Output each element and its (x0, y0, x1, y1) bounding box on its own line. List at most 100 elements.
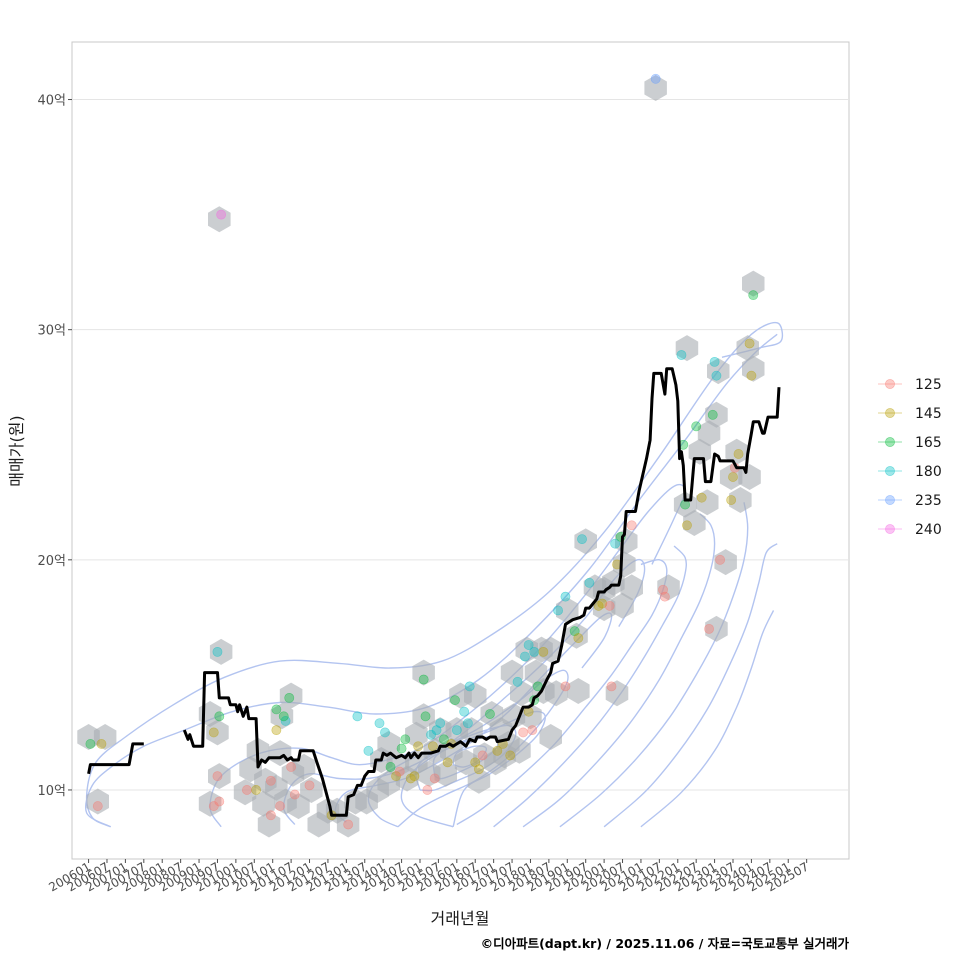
legend-key-point (885, 379, 895, 389)
hexbin-cell (742, 355, 765, 382)
y-tick-label: 10억 (37, 784, 66, 799)
scatter-point (352, 711, 363, 722)
density-contour (85, 321, 784, 828)
scatter-point (343, 819, 354, 830)
hexbin-cell (696, 489, 719, 516)
density-contour (603, 543, 778, 828)
scatter-point (413, 741, 424, 752)
scatter-point (284, 693, 295, 703)
hexbin-cell (539, 724, 562, 750)
scatter-point (409, 771, 420, 782)
legend-label: 240 (915, 522, 942, 538)
scatter-point (529, 646, 540, 657)
scatter-point (626, 520, 637, 531)
hexbin-cell (707, 358, 730, 385)
hexbin-cell (613, 551, 636, 578)
scatter-point (394, 766, 405, 777)
hexbin-cell (412, 659, 435, 686)
scatter-point (584, 577, 595, 588)
scatter-point (505, 750, 516, 761)
hexbin-cell (287, 793, 310, 820)
hexbin-cell (208, 206, 231, 233)
hexbin-cell (742, 270, 765, 297)
scatter-point (400, 734, 411, 745)
hexbin-cell (279, 682, 303, 709)
y-tick-label: 40억 (37, 94, 66, 109)
hexbin-cell (208, 763, 231, 790)
hexbin-cell (644, 75, 667, 101)
scatter-point (427, 741, 438, 752)
scatter-point (464, 681, 475, 692)
scatter-point (451, 725, 462, 736)
hexbin-cell (300, 777, 323, 803)
hexbin-cell (500, 659, 524, 686)
scatter-point (420, 711, 431, 722)
hexbin-cell (377, 770, 400, 797)
hexbin-cell (545, 680, 568, 707)
legend-key-point (885, 495, 895, 505)
scatter-point (659, 591, 670, 602)
scatter-point (422, 785, 433, 795)
hexbin-cell (565, 622, 588, 649)
scatter-point (92, 801, 103, 811)
scatter-point (726, 495, 737, 505)
scatter-point (418, 674, 429, 685)
scatter-point (733, 449, 744, 459)
scatter-point (275, 801, 285, 811)
legend-label: 235 (915, 493, 942, 509)
scatter-point (242, 785, 252, 795)
source-caption: ©디아파트(dapt.kr) / 2025.11.06 / 자료=국토교통부 실… (481, 936, 850, 951)
scatter-point (560, 681, 571, 692)
scatter-point (396, 743, 407, 754)
hexbin-cell (736, 335, 759, 362)
hexbin-cell (233, 779, 257, 806)
hexbin-layer (77, 75, 765, 838)
scatter-point (271, 725, 282, 736)
scatter-point (707, 409, 718, 420)
scatter-point (560, 591, 571, 602)
hexbin-cell (467, 767, 491, 794)
density-contour (493, 545, 687, 828)
hexbin-cell (729, 487, 752, 513)
scatter-point (435, 718, 446, 729)
scatter-point (704, 623, 714, 634)
hexbin-cell (377, 730, 400, 757)
hexbin-cell (270, 703, 294, 730)
scatter-point (208, 727, 219, 738)
scatter-point (709, 356, 720, 367)
hexbin-cell (705, 615, 728, 642)
x-axis-title: 거래년월 (431, 909, 490, 928)
scatter-point (474, 764, 484, 775)
scatter-point (380, 727, 390, 738)
x-axis: 2006012006072007012007072008012008072009… (46, 859, 811, 895)
scatter-point (286, 762, 297, 772)
hexbin-cell (725, 438, 748, 465)
y-axis-title: 매매가(원) (7, 415, 26, 486)
hexbin-cell (519, 703, 542, 730)
scatter-point (553, 605, 563, 616)
scatter-point (374, 718, 385, 729)
y-tick-label: 30억 (37, 324, 66, 339)
scatter-point (512, 676, 523, 687)
hexbin-cell (510, 680, 533, 707)
scatter-point (385, 762, 396, 772)
scatter-point (520, 651, 530, 662)
scatter-point (682, 520, 692, 531)
hexbin-cell (592, 595, 616, 622)
density-contour (522, 513, 716, 828)
scatter-point (214, 711, 225, 722)
scatter-point (363, 745, 374, 756)
density-contour (456, 559, 668, 826)
scatter-point (265, 775, 276, 786)
scatter-point (523, 640, 534, 650)
hexbin-cell (605, 680, 629, 707)
scatter-point (442, 757, 453, 768)
hexbin-cell (675, 335, 699, 362)
hexbin-cell (209, 638, 233, 665)
scatter-point (676, 350, 687, 360)
scatter-point (744, 338, 755, 349)
density-contour (559, 502, 749, 828)
hexbin-cell (714, 549, 737, 576)
legend-key-point (885, 437, 895, 447)
